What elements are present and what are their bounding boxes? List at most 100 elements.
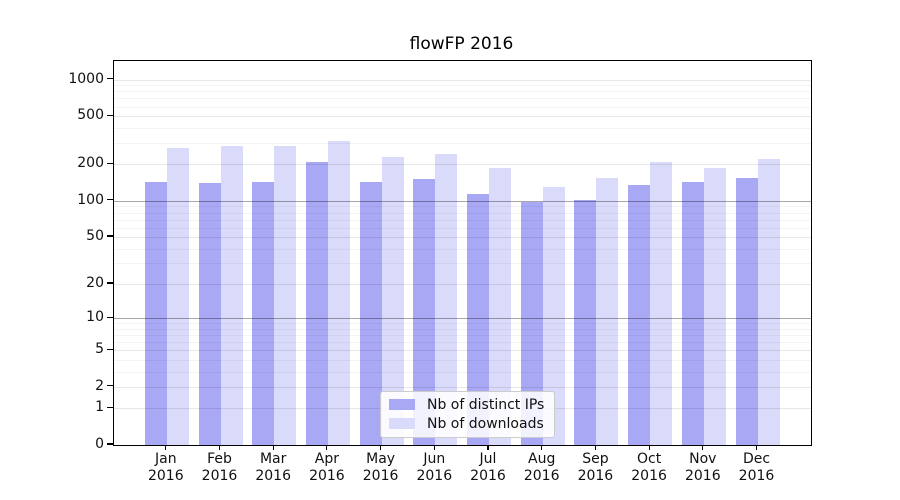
x-tick-mark: [272, 444, 274, 450]
x-tick-year: 2016: [684, 468, 721, 484]
minor-gridline: [114, 106, 811, 108]
minor-gridline: [114, 371, 811, 373]
bar-distinct-ips: [413, 178, 436, 445]
legend-swatch-distinct-ips: [389, 399, 415, 410]
major-gridline: [114, 116, 811, 118]
major-gridline: [114, 79, 811, 81]
y-tick-label: 200: [77, 155, 104, 172]
y-tick-mark: [107, 162, 114, 165]
bar-downloads: [381, 156, 404, 445]
x-tick-year: 2016: [416, 468, 453, 484]
x-tick-mark: [594, 444, 596, 450]
bar-downloads: [274, 145, 297, 445]
x-tick-mark: [541, 444, 543, 450]
y-tick-label: 5: [95, 341, 104, 358]
y-tick-label: 1: [95, 399, 104, 416]
bar-distinct-ips: [359, 181, 382, 445]
legend: Nb of distinct IPs Nb of downloads: [380, 391, 556, 438]
y-tick-label: 1000: [68, 70, 104, 87]
x-tick-label: Feb 2016: [180, 451, 260, 485]
y-tick-label: 0: [95, 436, 104, 452]
minor-gridline: [114, 91, 811, 93]
minor-gridline: [114, 323, 811, 325]
bar-downloads: [703, 167, 726, 445]
x-tick-mark: [380, 444, 382, 450]
x-tick-year: 2016: [738, 468, 775, 484]
x-tick-label: Jun 2016: [394, 451, 474, 485]
y-tick-mark: [107, 316, 114, 318]
minor-gridline: [114, 85, 811, 87]
x-tick-month: May: [366, 451, 396, 467]
major-gridline: [114, 318, 811, 320]
x-tick-mark: [702, 444, 704, 450]
legend-item-distinct-ips: Nb of distinct IPs: [389, 396, 545, 413]
x-tick-month: Sep: [582, 451, 609, 467]
bar-downloads: [596, 177, 619, 445]
minor-gridline: [114, 143, 811, 145]
minor-gridline: [114, 263, 811, 265]
bar-distinct-ips: [305, 161, 328, 445]
y-tick-mark: [107, 406, 114, 408]
x-tick-month: Jul: [479, 451, 497, 467]
y-tick-mark: [107, 235, 114, 237]
bar-distinct-ips: [198, 183, 221, 445]
x-tick-mark: [433, 444, 435, 450]
y-tick-label: 100: [77, 191, 104, 208]
x-tick-label: Oct 2016: [609, 451, 689, 485]
legend-label-downloads: Nb of downloads: [427, 415, 544, 432]
x-tick-month: Jan: [155, 451, 177, 467]
minor-gridline: [114, 328, 811, 330]
legend-swatch-downloads: [389, 418, 415, 429]
bar-distinct-ips: [144, 181, 167, 445]
minor-gridline: [114, 212, 811, 214]
y-tick-label: 500: [77, 107, 104, 124]
bar-distinct-ips: [520, 202, 543, 445]
y-tick-mark: [107, 199, 114, 201]
bar-distinct-ips: [252, 182, 275, 445]
x-tick-mark: [326, 444, 328, 450]
bar-downloads: [435, 154, 458, 445]
x-tick-label: Apr 2016: [287, 451, 367, 485]
major-gridline: [114, 386, 811, 388]
y-tick-mark: [107, 348, 114, 350]
x-tick-label: Aug 2016: [502, 451, 582, 485]
x-tick-year: 2016: [201, 468, 238, 484]
x-tick-month: Mar: [259, 451, 287, 467]
x-tick-year: 2016: [631, 468, 667, 484]
x-tick-label: Jul 2016: [448, 451, 528, 485]
minor-gridline: [114, 335, 811, 336]
y-tick-mark: [107, 443, 114, 445]
x-tick-month: Jun: [423, 451, 446, 467]
bar-distinct-ips: [467, 194, 489, 445]
minor-gridline: [114, 219, 811, 221]
x-tick-year: 2016: [523, 468, 560, 484]
bar-distinct-ips: [574, 199, 597, 445]
y-tick-label: 50: [86, 228, 104, 245]
bar-distinct-ips: [735, 177, 758, 445]
x-tick-label: Mar 2016: [233, 451, 313, 485]
minor-gridline: [114, 359, 811, 361]
y-tick-label: 10: [86, 309, 104, 326]
y-tick-label: 20: [86, 274, 104, 291]
legend-label-distinct-ips: Nb of distinct IPs: [427, 396, 545, 413]
x-tick-year: 2016: [255, 468, 291, 484]
x-tick-month: Dec: [742, 451, 771, 467]
y-tick-mark: [107, 114, 114, 116]
x-tick-label: Jan 2016: [126, 451, 206, 485]
x-tick-month: Aug: [528, 451, 556, 467]
x-tick-mark: [755, 444, 758, 450]
y-tick-label: 2: [95, 377, 104, 394]
y-tick-mark: [107, 282, 114, 284]
x-tick-label: May 2016: [341, 451, 421, 485]
x-tick-year: 2016: [362, 468, 399, 484]
minor-gridline: [114, 98, 811, 100]
y-tick-mark: [107, 77, 114, 80]
x-tick-month: Feb: [207, 451, 232, 467]
x-tick-month: Nov: [689, 451, 717, 467]
bar-downloads: [166, 148, 189, 445]
bar-downloads: [650, 162, 673, 445]
major-gridline: [114, 164, 811, 166]
y-tick-mark: [107, 385, 114, 387]
plot-area: [113, 60, 812, 446]
